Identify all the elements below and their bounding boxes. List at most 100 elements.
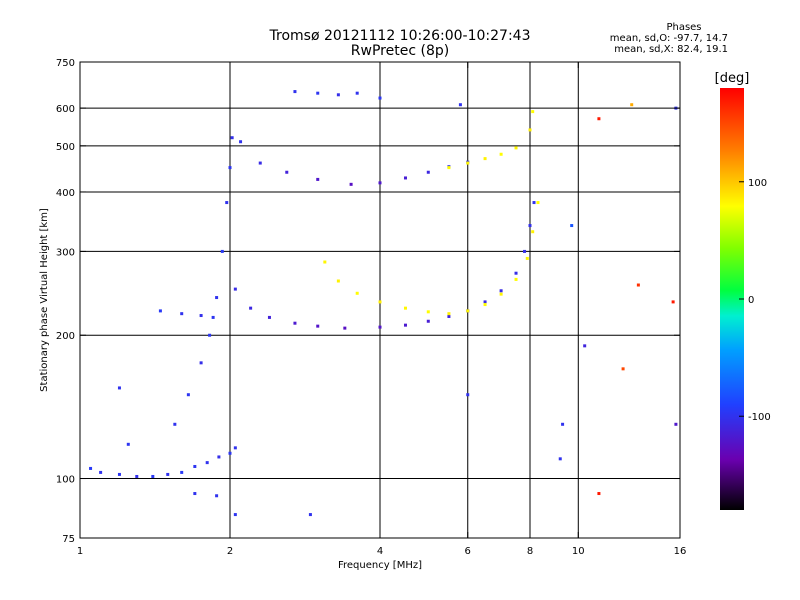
data-point: [403, 323, 407, 327]
data-point: [230, 136, 234, 140]
data-point: [293, 90, 297, 94]
data-point: [378, 300, 382, 304]
data-point: [117, 386, 121, 390]
data-point: [514, 146, 518, 150]
data-point: [233, 513, 237, 517]
data-point: [233, 446, 237, 450]
data-point: [217, 455, 221, 459]
x-tick-label: 16: [674, 546, 687, 557]
x-tick-label: 4: [377, 546, 383, 557]
data-point: [293, 321, 297, 325]
phase-heading: Phases: [666, 22, 702, 33]
data-point: [466, 161, 470, 165]
data-point: [378, 96, 382, 100]
data-point: [173, 422, 177, 426]
data-point: [483, 300, 487, 304]
data-point: [597, 492, 601, 496]
data-point: [349, 182, 353, 186]
phase-stats-x: mean, sd,X: 82.4, 19.1: [614, 44, 728, 55]
data-point: [308, 513, 312, 517]
data-point: [343, 326, 347, 330]
data-point: [220, 249, 224, 253]
data-point: [570, 224, 574, 228]
data-point: [193, 464, 197, 468]
data-point: [378, 325, 382, 329]
data-point: [528, 224, 532, 228]
data-point: [483, 157, 487, 161]
data-point: [126, 442, 130, 446]
data-point: [514, 277, 518, 281]
data-point: [636, 283, 640, 287]
data-point: [316, 91, 320, 95]
data-point: [316, 177, 320, 181]
x-axis-label: Frequency [MHz]: [338, 560, 422, 571]
phase-stats-o: mean, sd,O: -97.7, 14.7: [609, 33, 728, 44]
data-point: [205, 461, 209, 465]
data-point: [458, 103, 462, 107]
data-point: [561, 422, 565, 426]
data-point: [89, 466, 93, 470]
data-point: [483, 303, 487, 307]
data-point: [117, 472, 121, 476]
data-point: [233, 287, 237, 291]
data-point: [355, 91, 359, 95]
data-point: [199, 361, 203, 365]
data-point: [211, 315, 215, 319]
y-tick-label: 400: [56, 188, 75, 199]
colorbar-tick-label: 100: [748, 178, 767, 189]
data-point: [378, 181, 382, 185]
data-point: [215, 296, 219, 300]
data-point: [499, 292, 503, 296]
data-point: [525, 256, 529, 260]
x-tick-label: 1: [77, 546, 83, 557]
data-point: [597, 117, 601, 121]
data-point: [447, 166, 451, 170]
data-point: [447, 314, 451, 318]
data-point: [336, 93, 340, 97]
data-point: [186, 393, 190, 397]
data-point: [316, 324, 320, 328]
data-point: [536, 201, 540, 205]
axis-ticks: 1 2 4 6 8 10 16 75 100 200 300 400 500 600 750: [56, 58, 686, 557]
data-point: [285, 170, 289, 174]
data-point: [180, 312, 184, 316]
data-point: [99, 470, 103, 474]
data-point: [671, 300, 675, 304]
data-point: [426, 170, 430, 174]
data-point: [523, 249, 527, 253]
data-point: [180, 470, 184, 474]
data-point: [135, 474, 139, 478]
colorbar-unit-label: [deg]: [715, 71, 750, 86]
data-point: [193, 492, 197, 496]
x-tick-label: 2: [227, 546, 233, 557]
data-point: [215, 494, 219, 498]
data-point: [426, 319, 430, 323]
data-point: [532, 201, 536, 205]
data-point: [355, 291, 359, 295]
grid-lines: [80, 62, 680, 538]
data-point: [630, 103, 634, 107]
y-tick-label: 750: [56, 58, 75, 69]
data-points: [89, 90, 678, 517]
phase-stats: Phases mean, sd,O: -97.7, 14.7 mean, sd,…: [560, 22, 728, 55]
data-point: [621, 367, 625, 371]
data-point: [199, 314, 203, 318]
data-point: [208, 333, 212, 337]
data-point: [426, 310, 430, 314]
data-point: [228, 451, 232, 455]
chart-subtitle: RwPretec (8p): [350, 43, 450, 59]
colorbar-ticks: 100 0 -100: [739, 178, 771, 423]
colorbar-tick-label: 0: [748, 295, 754, 306]
y-tick-label: 300: [56, 247, 75, 258]
data-point: [514, 271, 518, 275]
data-point: [528, 128, 532, 132]
x-tick-label: 10: [572, 546, 585, 557]
data-point: [499, 289, 503, 293]
data-point: [267, 315, 271, 319]
data-point: [403, 306, 407, 310]
y-axis-label: Stationary phase Virtual Height [km]: [39, 208, 50, 392]
y-tick-label: 200: [56, 331, 75, 342]
data-point: [447, 312, 451, 316]
chart-title: Tromsø 20121112 10:26:00-10:27:43: [269, 28, 531, 44]
